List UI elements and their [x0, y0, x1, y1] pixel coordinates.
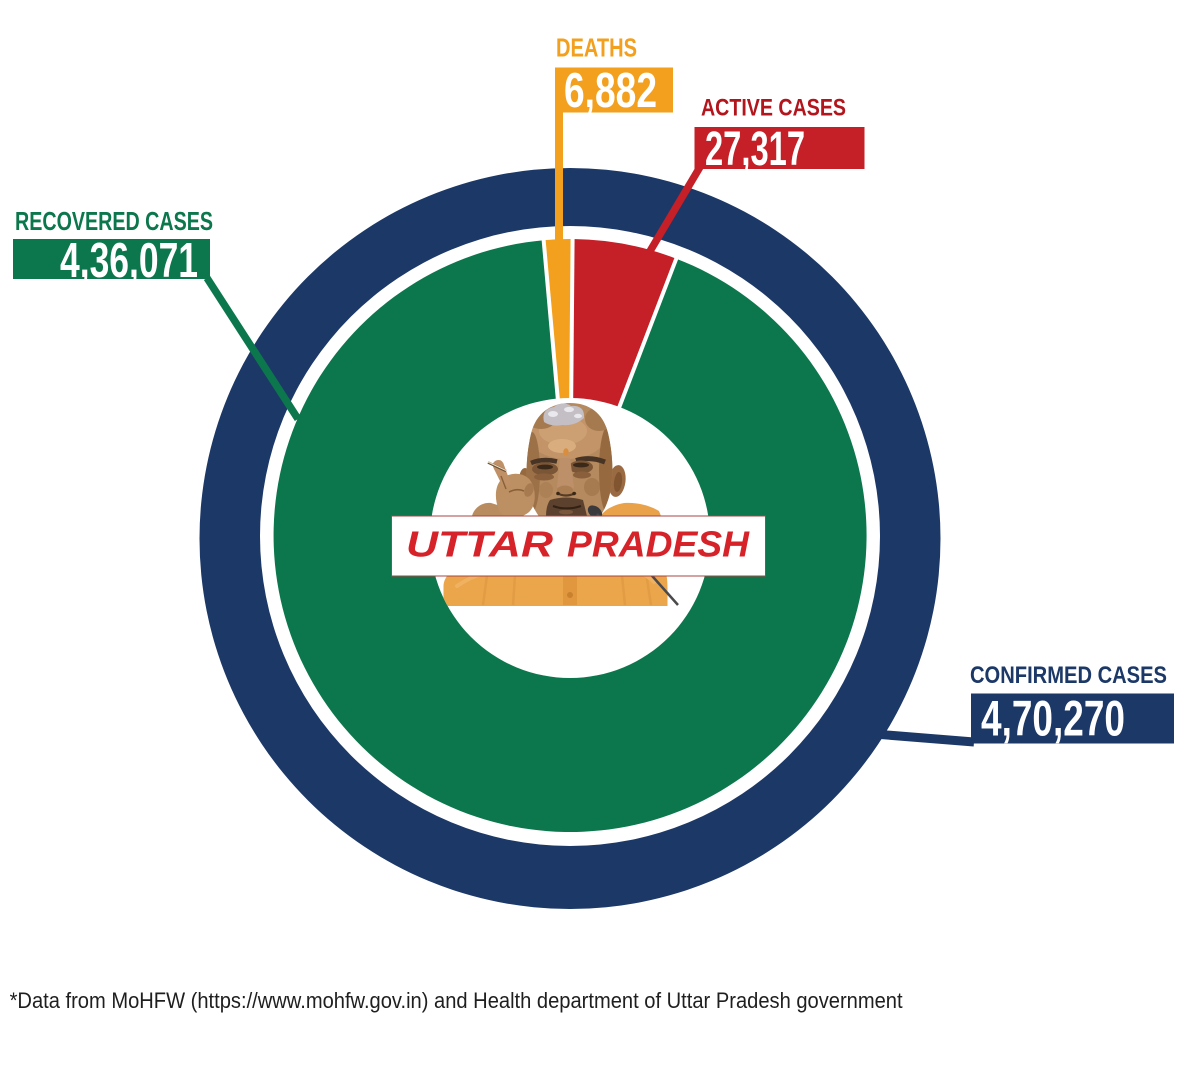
svg-text:CONFIRMED CASES: CONFIRMED CASES: [970, 662, 1167, 689]
svg-text:DEATHS: DEATHS: [556, 32, 637, 62]
svg-text:4,36,071: 4,36,071: [60, 233, 198, 288]
svg-text:27,317: 27,317: [705, 123, 805, 176]
svg-text:PRADESH: PRADESH: [567, 524, 750, 565]
svg-text:ACTIVE CASES: ACTIVE CASES: [701, 94, 846, 121]
svg-text:6,882: 6,882: [564, 63, 657, 118]
svg-text:4,70,270: 4,70,270: [981, 691, 1125, 747]
svg-text:RECOVERED CASES: RECOVERED CASES: [15, 206, 213, 236]
svg-text:UTTAR: UTTAR: [406, 524, 553, 565]
svg-text:*Data from MoHFW (https://www.: *Data from MoHFW (https://www.mohfw.gov.…: [10, 988, 903, 1013]
